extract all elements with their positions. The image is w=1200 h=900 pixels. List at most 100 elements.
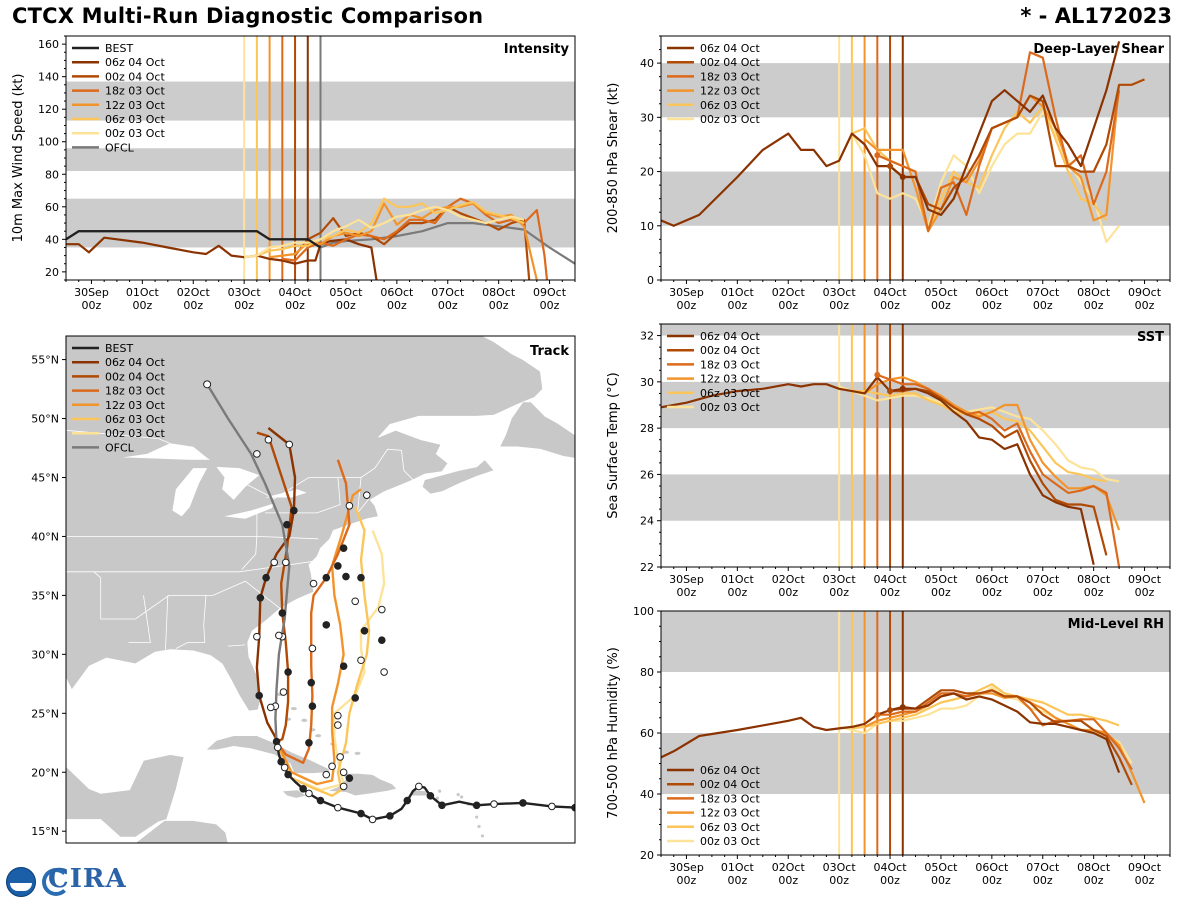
shear-title: Deep-Layer Shear — [1033, 42, 1164, 57]
track-12z-03-oct — [275, 488, 362, 786]
rh-series-06z-03-oct — [851, 683, 1120, 730]
track-lat-label: 20°N — [31, 766, 59, 779]
sst-xtick-label: 00z — [677, 586, 697, 599]
track-marker-best — [403, 796, 412, 805]
track-marker-ofcl — [203, 380, 212, 389]
shear-series-00z-04-oct — [889, 78, 1145, 211]
shear-xtick-label: 05Oct — [924, 286, 958, 299]
land-newfoundland — [499, 401, 575, 459]
sst-legend-label-18z-03-oct: 18z 03 Oct — [700, 358, 760, 371]
track-marker-00z-04-oct — [283, 520, 291, 529]
track-marker-ofcl — [281, 558, 290, 567]
intensity-xtick-label: 00z — [387, 299, 407, 312]
rh-xtick-label: 01Oct — [721, 861, 755, 874]
sst-xtick-label: 06Oct — [975, 573, 1009, 586]
sst-xtick-label: 00z — [982, 586, 1002, 599]
land-central-america — [66, 820, 229, 843]
border-ga-al — [203, 595, 207, 643]
intensity-series-00z-03-oct — [243, 205, 525, 259]
track-marker-18z-03-oct — [308, 702, 317, 711]
rh-ytick-label: 60 — [640, 727, 654, 740]
shear-xtick-label: 30Sep — [669, 286, 704, 299]
land-antilles-island — [438, 789, 442, 793]
intensity-series-best-top — [66, 230, 322, 249]
land-antilles-island — [456, 793, 460, 797]
sst-xtick-label: 00z — [829, 586, 849, 599]
shear-xtick-label: 00z — [880, 299, 900, 312]
sst-legend-label-00z-03-oct: 00z 03 Oct — [700, 401, 760, 414]
track-legend-label-00z-03-oct: 00z 03 Oct — [105, 427, 165, 440]
shear-xtick-label: 04Oct — [874, 286, 908, 299]
rh-xtick-label: 00z — [931, 874, 951, 887]
track-marker-12z-03-oct — [362, 491, 371, 499]
track-marker-06z-03-oct — [345, 501, 354, 510]
track-marker-best — [316, 796, 325, 805]
track-lat-label: 50°N — [31, 413, 59, 426]
shear-plot-area — [661, 36, 1170, 280]
track-marker-06z-03-oct — [360, 626, 369, 635]
land-cuba — [205, 735, 331, 774]
shear-legend-label-06z-03-oct: 06z 03 Oct — [700, 99, 760, 112]
track-marker-06z-04-oct — [285, 440, 294, 449]
track-marker-18z-03-oct — [309, 579, 318, 588]
sst-series-00z-03-oct — [838, 385, 1120, 483]
track-marker-best — [357, 809, 365, 818]
rh-ytick-label: 80 — [640, 666, 654, 679]
rh-series-06z-04-oct — [661, 692, 1121, 773]
track-legend-label-00z-04-oct: 00z 04 Oct — [105, 370, 165, 383]
track-legend-label-best: BEST — [105, 342, 133, 355]
track-marker-12z-03-oct — [336, 753, 344, 761]
border-fl-al — [175, 642, 205, 649]
track-marker-12z-03-oct — [334, 721, 342, 729]
rh-xtick-label: 00z — [1033, 874, 1053, 887]
track-marker-00z-03-oct — [380, 668, 388, 676]
rh-band — [661, 733, 1170, 794]
track-title: Track — [530, 344, 569, 359]
sst-init-dot — [899, 385, 906, 392]
land-bahamas-island — [315, 734, 322, 738]
track-marker-18z-03-oct — [307, 678, 316, 687]
rh-xtick-label: 00z — [727, 874, 747, 887]
intensity-legend-label-00z-03-oct: 00z 03 Oct — [105, 127, 165, 140]
sst-init-dot — [874, 371, 881, 378]
intensity-ytick-label: 140 — [38, 71, 59, 84]
sst-xtick-label: 00z — [931, 586, 951, 599]
track-lat-label: 15°N — [31, 825, 59, 838]
panel-rh: 2040608010030Sep00z01Oct00z02Oct00z03Oct… — [606, 605, 1171, 887]
intensity-xtick-label: 04Oct — [279, 286, 313, 299]
sst-legend-label-06z-03-oct: 06z 03 Oct — [700, 387, 760, 400]
border-us-canada-east — [233, 448, 414, 500]
panel-sst: 22242628303230Sep00z01Oct00z02Oct00z03Oc… — [606, 323, 1171, 599]
track-06z-03-oct — [275, 506, 371, 797]
track-marker-00z-04-oct — [278, 609, 287, 617]
track-marker-best — [277, 757, 285, 766]
track-marker-06z-03-oct — [351, 694, 360, 702]
intensity-ytick-label: 80 — [45, 168, 59, 181]
shear-xtick-label: 07Oct — [1026, 286, 1060, 299]
sst-legend-label-12z-03-oct: 12z 03 Oct — [700, 373, 760, 386]
lake-ontario — [265, 489, 307, 498]
sst-ytick-label: 32 — [640, 330, 654, 343]
border-fl-ga — [227, 644, 246, 647]
track-marker-best — [548, 802, 556, 811]
shear-ylabel: 200-850 hPa Shear (kt) — [606, 83, 621, 234]
track-lat-label: 45°N — [31, 471, 59, 484]
intensity-xtick-label: 00z — [183, 299, 203, 312]
rh-xtick-label: 00z — [778, 874, 798, 887]
panel-intensity: 2040608010012014016030Sep00z01Oct00z02Oc… — [11, 35, 576, 312]
track-marker-06z-04-oct — [290, 506, 298, 515]
track-marker-best — [334, 803, 342, 812]
rh-ylabel: 700-500 hPa Humidity (%) — [606, 647, 621, 819]
sst-band — [661, 324, 1170, 336]
sst-xtick-label: 00z — [880, 586, 900, 599]
border-ms-al — [165, 595, 169, 650]
intensity-xtick-label: 00z — [82, 299, 102, 312]
intensity-ytick-label: 120 — [38, 103, 59, 116]
track-legend-label-06z-04-oct: 06z 04 Oct — [105, 356, 165, 369]
rh-xtick-label: 00z — [880, 874, 900, 887]
intensity-ylabel: 10m Max Wind Speed (kt) — [11, 74, 26, 243]
shear-ytick-label: 20 — [640, 166, 654, 179]
track-marker-best — [438, 801, 446, 810]
track-marker-00z-03-oct — [334, 711, 342, 720]
shear-init-dot — [874, 152, 881, 159]
